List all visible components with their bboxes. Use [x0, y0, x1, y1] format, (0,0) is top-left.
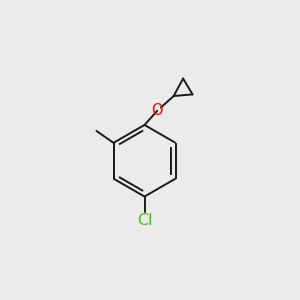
- Text: O: O: [152, 103, 163, 118]
- Text: Cl: Cl: [137, 213, 152, 228]
